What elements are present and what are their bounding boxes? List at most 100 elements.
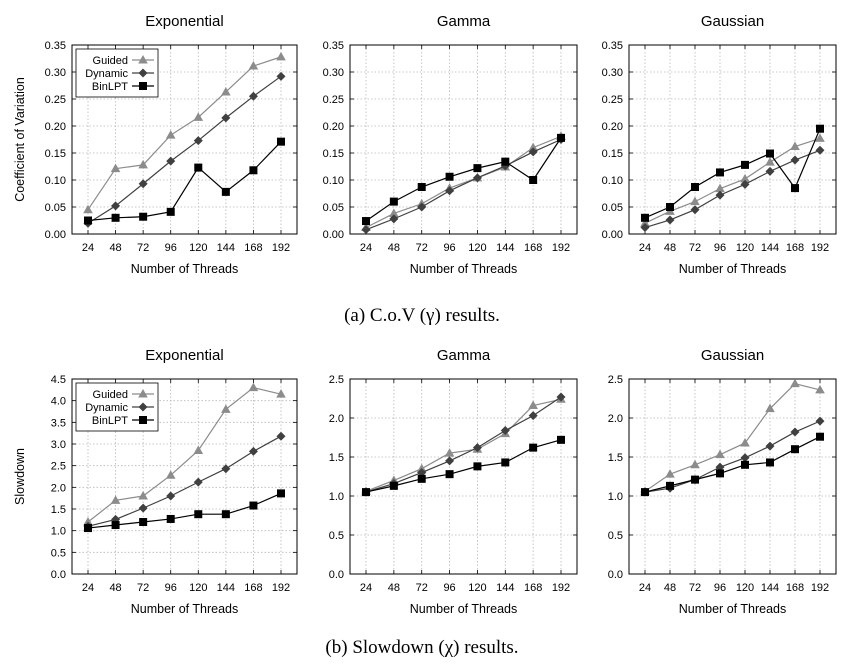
ytick-label: 4.5 <box>51 374 66 386</box>
series-line-dynamic <box>365 138 562 231</box>
data-point-guided <box>83 517 93 526</box>
series-line-binlpt <box>365 439 562 493</box>
legend-label-binlpt: BinLPT <box>92 415 128 427</box>
data-point-dynamic <box>665 215 675 225</box>
data-point-guided <box>790 141 800 151</box>
ytick-label: 0.5 <box>329 530 344 542</box>
data-point-dynamic <box>138 503 148 513</box>
data-point-binlpt <box>221 510 230 519</box>
data-point-guided <box>665 469 675 478</box>
data-point-binlpt <box>362 217 370 226</box>
xtick-label: 96 <box>165 582 177 594</box>
data-point-binlpt <box>249 501 258 510</box>
data-point-guided <box>715 183 725 193</box>
data-point-guided <box>528 142 538 152</box>
x-axis-label: Number of Threads <box>131 602 238 616</box>
data-point-dynamic <box>765 441 775 451</box>
ytick-label: 0.5 <box>51 547 66 559</box>
xtick-label: 24 <box>360 242 372 254</box>
xtick-label: 120 <box>189 582 207 594</box>
xtick-label: 24 <box>639 582 651 594</box>
legend-label-dynamic: Dynamic <box>85 402 128 414</box>
chart-panel-5: 0.0 0.5 1.0 1.5 2.0 2.5 24 48 72 96 120 144 168 192 Ga… <box>329 347 578 616</box>
series-line-dynamic <box>87 75 282 224</box>
ytick-label: 0.0 <box>608 569 623 581</box>
data-point-dynamic <box>500 425 510 435</box>
plot-frame <box>628 378 837 575</box>
xtick-label: 168 <box>524 242 542 254</box>
data-point-binlpt <box>666 481 674 490</box>
data-point-binlpt <box>166 207 175 216</box>
chart-panel-3: 0.00 0.05 0.10 0.15 0.20 0.25 0.30 0.35 24 48 72 96… <box>602 13 837 276</box>
ytick-label: 0.00 <box>323 229 344 241</box>
data-point-dynamic <box>166 491 176 501</box>
data-point-guided <box>221 404 231 413</box>
chart-panel-2: 0.00 0.05 0.10 0.15 0.20 0.25 0.30 0.35 24 48 72 96… <box>323 13 578 276</box>
plot-frame <box>628 44 837 235</box>
xtick-label: 24 <box>82 582 94 594</box>
series-line-binlpt <box>644 436 821 493</box>
xtick-label: 96 <box>714 582 726 594</box>
data-point-dynamic <box>790 155 800 165</box>
data-point-binlpt <box>417 474 426 483</box>
xtick-label: 192 <box>272 582 290 594</box>
xtick-label: 192 <box>552 582 570 594</box>
ytick-label: 0.20 <box>45 121 66 133</box>
xtick-label: 144 <box>217 582 235 594</box>
data-point-dynamic <box>417 202 427 212</box>
ytick-label: 2.5 <box>329 374 344 386</box>
xtick-label: 48 <box>109 242 121 254</box>
data-point-binlpt <box>445 470 454 479</box>
data-point-binlpt <box>249 166 258 175</box>
data-point-binlpt <box>641 488 649 497</box>
xtick-label: 120 <box>736 582 754 594</box>
xtick-label: 120 <box>736 242 754 254</box>
data-point-guided <box>110 163 121 173</box>
xtick-label: 168 <box>786 242 804 254</box>
x-axis-label: Number of Threads <box>131 262 238 276</box>
data-point-dynamic <box>715 190 725 200</box>
data-point-binlpt <box>389 481 398 490</box>
data-point-binlpt <box>445 172 454 181</box>
data-point-binlpt <box>111 521 120 530</box>
caption-a: (a) C.o.V (γ) results. <box>344 305 500 326</box>
ytick-label: 2.0 <box>329 413 344 425</box>
data-point-binlpt <box>473 462 482 471</box>
xtick-label: 192 <box>811 242 829 254</box>
data-point-binlpt <box>221 187 230 196</box>
ytick-label: 0.15 <box>45 148 66 160</box>
series-line-dynamic <box>644 420 821 493</box>
xtick-label: 48 <box>388 242 400 254</box>
data-point-binlpt <box>529 443 538 452</box>
ytick-label: 3.0 <box>51 439 66 451</box>
y-axis-label: Coefficient of Variation <box>13 77 27 202</box>
xtick-label: 168 <box>244 582 262 594</box>
ytick-label: 2.0 <box>51 482 66 494</box>
ytick-label: 0.25 <box>602 94 623 106</box>
data-point-binlpt <box>791 445 799 454</box>
data-point-binlpt <box>473 164 482 173</box>
ytick-label: 0.35 <box>45 40 66 52</box>
plot-frame <box>349 44 578 235</box>
series-line-guided <box>644 383 821 492</box>
ytick-label: 0.00 <box>45 229 66 241</box>
chart-title: Gaussian <box>701 13 764 30</box>
xtick-label: 96 <box>714 242 726 254</box>
data-point-binlpt <box>501 157 510 166</box>
data-point-binlpt <box>766 458 774 467</box>
ytick-label: 0.05 <box>45 202 66 214</box>
xtick-label: 96 <box>443 582 455 594</box>
plot-frame <box>349 378 578 575</box>
xtick-label: 168 <box>786 582 804 594</box>
ytick-label: 1.5 <box>329 452 344 464</box>
ytick-label: 1.5 <box>608 452 623 464</box>
xtick-label: 48 <box>388 582 400 594</box>
legend-marker-binlpt <box>139 416 147 424</box>
data-point-dynamic <box>138 179 148 189</box>
data-point-guided <box>640 218 650 227</box>
xtick-label: 72 <box>416 242 428 254</box>
caption-b: (b) Slowdown (χ) results. <box>325 637 519 658</box>
data-point-guided <box>740 173 750 183</box>
data-point-guided <box>193 445 204 454</box>
data-point-binlpt <box>194 510 203 519</box>
